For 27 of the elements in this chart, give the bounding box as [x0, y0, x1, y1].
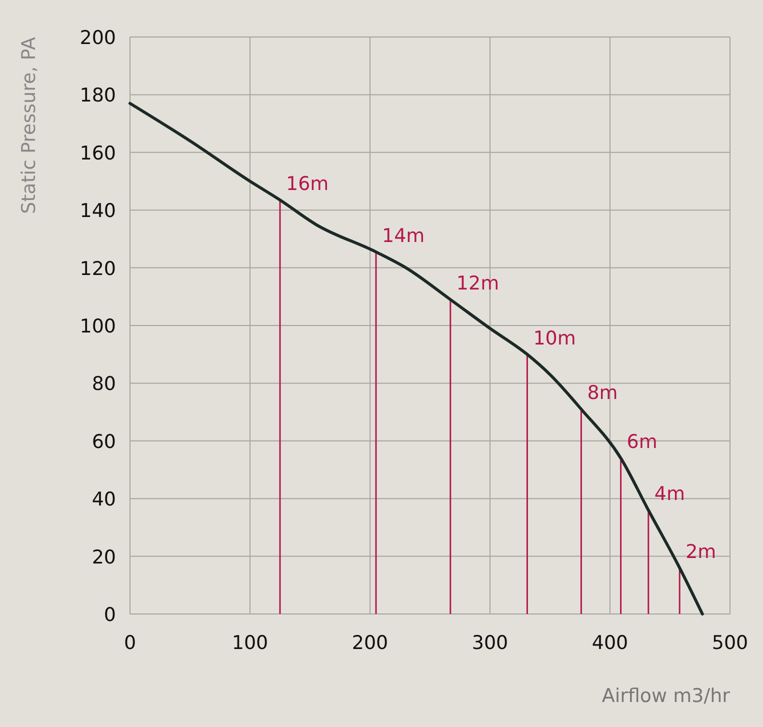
annotation: 2m: [686, 540, 716, 563]
annotation: 4m: [654, 483, 686, 506]
y-tick-label: 40: [92, 488, 116, 511]
y-tick-label: 120: [80, 258, 116, 280]
x-tick-label: 0: [124, 632, 136, 654]
x-tick-label: 500: [712, 632, 748, 654]
annotation: 6m: [626, 431, 658, 454]
y-tick-label: 60: [92, 430, 116, 453]
x-axis-title: Airflow m3/hr: [602, 685, 730, 707]
annotation: 8m: [587, 382, 618, 404]
x-tick-label: 400: [592, 632, 628, 654]
annotation: 16m: [286, 173, 329, 196]
x-tick-label: 300: [472, 632, 508, 654]
x-tick-label: 100: [232, 632, 268, 654]
y-tick-label: 160: [80, 142, 116, 164]
y-tick-label: 100: [80, 316, 116, 338]
x-tick-label: 200: [352, 632, 388, 654]
annotation: 10m: [533, 327, 576, 350]
y-tick-label: 80: [92, 373, 116, 396]
annotation: 12m: [456, 272, 500, 295]
y-tick-label: 140: [80, 200, 116, 222]
y-tick-label: 180: [80, 84, 116, 107]
y-tick-label: 200: [80, 27, 116, 49]
y-tick-label: 20: [92, 546, 116, 568]
y-tick-label: 0: [104, 604, 116, 626]
annotation: 14m: [382, 224, 425, 247]
y-axis-title: Static Pressure, PA: [18, 37, 40, 214]
